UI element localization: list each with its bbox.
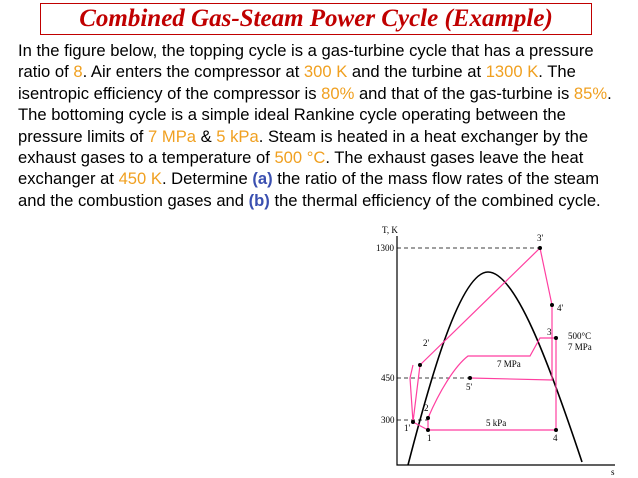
dashed-guides (397, 247, 540, 421)
given-value: 7 MPa (148, 126, 196, 146)
text: and that of the gas-turbine is (354, 83, 574, 103)
point-label: 3 (547, 327, 552, 337)
question-label: (a) (252, 169, 273, 189)
question-label: (b) (248, 190, 270, 210)
temperature-label: 1300 (376, 243, 395, 253)
given-value: 1300 K (485, 62, 539, 82)
given-value: 450 K (118, 169, 162, 189)
text: . Air enters the compressor at (82, 62, 304, 82)
given-value: 85% (573, 83, 608, 103)
text: the thermal efficiency of the combined c… (269, 190, 601, 210)
point (538, 246, 542, 250)
axis-label: s (611, 467, 615, 477)
steam-cycle (427, 337, 557, 431)
point (426, 428, 430, 432)
temperature-label: 300 (381, 415, 395, 425)
problem-text: In the figure below, the topping cycle i… (18, 40, 614, 211)
point (550, 303, 554, 307)
point-label: 4 (553, 433, 558, 443)
given-value: 80% (321, 83, 355, 103)
point (411, 420, 415, 424)
diagram-lines (396, 236, 615, 466)
pressure-label: 7 MPa (497, 359, 521, 369)
text: . The isentropic efficiency of the compr… (18, 62, 576, 103)
temperature-label: 450 (381, 373, 395, 383)
axis-label: T, K (382, 225, 398, 235)
text: In the figure below, the topping cycle i… (18, 41, 594, 82)
state-label: 7 MPa (568, 342, 592, 352)
point (426, 416, 430, 420)
text: . The bottoming cycle is a simple ideal … (18, 83, 612, 146)
point (468, 376, 472, 380)
text: . Determine (161, 169, 253, 189)
point (554, 428, 558, 432)
state-points (411, 246, 558, 432)
point-label: 1' (404, 423, 411, 433)
pressure-label: 5 kPa (486, 418, 506, 428)
given-value: 300 K (303, 62, 348, 82)
point-label: 2 (424, 403, 429, 413)
text: . Steam is heated in a heat exchanger by… (18, 126, 589, 168)
point-label: 1 (427, 433, 432, 443)
axes (396, 236, 615, 466)
given-value: 500 °C (274, 148, 326, 168)
slide-title: Combined Gas-Steam Power Cycle (Example) (40, 3, 592, 35)
given-value: 8 (73, 62, 83, 82)
point-label: 4' (557, 303, 564, 313)
given-value: 5 kPa (216, 126, 259, 146)
point-label: 2' (423, 338, 430, 348)
state-label: 500°C (568, 331, 591, 341)
text: and the turbine at (347, 62, 486, 82)
point (418, 363, 422, 367)
text: . The exhaust gases leave the heat excha… (18, 148, 584, 189)
saturation-dome (407, 271, 583, 466)
gas-cycle (409, 246, 553, 431)
point-label: 5' (466, 382, 473, 392)
point (554, 336, 558, 340)
text: the ratio of the mass flow rates of the … (18, 169, 600, 210)
text: & (196, 126, 217, 146)
point-label: 3' (537, 233, 544, 243)
